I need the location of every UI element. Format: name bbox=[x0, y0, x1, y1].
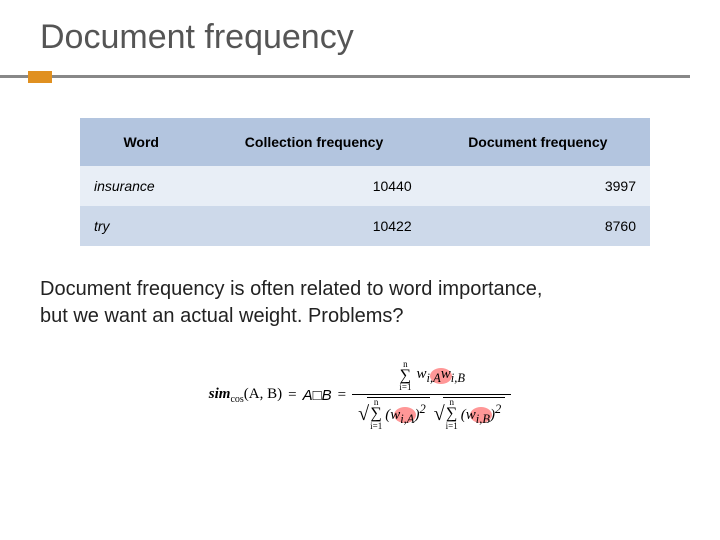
sigma-icon: n ∑ i=1 bbox=[399, 360, 411, 392]
table-row: insurance 10440 3997 bbox=[80, 166, 650, 206]
sim-args: (A, B) bbox=[244, 386, 282, 402]
den-right-term: (wi,B)2 bbox=[461, 402, 501, 427]
equals-2: = bbox=[338, 387, 346, 404]
den-left-term: (wi,A)2 bbox=[385, 402, 425, 427]
cell-df: 8760 bbox=[426, 206, 650, 246]
table-row: try 10422 8760 bbox=[80, 206, 650, 246]
cell-word: insurance bbox=[80, 166, 202, 206]
sigma-symbol: ∑ bbox=[446, 407, 457, 421]
col-header-cf: Collection frequency bbox=[202, 118, 425, 166]
equals-1: = bbox=[288, 387, 296, 404]
sigma-bot: i=1 bbox=[399, 383, 411, 392]
cell-cf: 10440 bbox=[202, 166, 425, 206]
sigma-symbol: ∑ bbox=[400, 369, 411, 383]
sqrt-left: n ∑ i=1 (wi,A)2 bbox=[358, 397, 430, 430]
frequency-table-wrap: Word Collection frequency Document frequ… bbox=[80, 118, 650, 246]
fraction: n ∑ i=1 wi,Awi,B n ∑ i=1 (wi,A)2 bbox=[352, 358, 511, 433]
sqrt-right: n ∑ i=1 (wi,B)2 bbox=[434, 397, 506, 430]
table-header-row: Word Collection frequency Document frequ… bbox=[80, 118, 650, 166]
sim-label: sim bbox=[209, 386, 231, 402]
a-dot-b: A□B bbox=[303, 387, 332, 404]
accent-box bbox=[28, 71, 52, 83]
numerator-term: wi,Awi,B bbox=[416, 366, 465, 386]
cell-word: try bbox=[80, 206, 202, 246]
cell-cf: 10422 bbox=[202, 206, 425, 246]
col-header-word: Word bbox=[80, 118, 202, 166]
body-line-2b: Problems? bbox=[308, 305, 404, 327]
body-line-1: Document frequency is often related to w… bbox=[40, 278, 542, 300]
cell-df: 3997 bbox=[426, 166, 650, 206]
cosine-similarity-formula: simcos(A, B) = A□B = n ∑ i=1 wi,Awi,B n bbox=[209, 358, 511, 433]
sigma-bot: i=1 bbox=[446, 422, 458, 431]
sigma-icon: n ∑ i=1 bbox=[446, 398, 458, 430]
col-header-df: Document frequency bbox=[426, 118, 650, 166]
sim-sub: cos bbox=[230, 394, 243, 405]
fraction-denominator: n ∑ i=1 (wi,A)2 n ∑ i=1 (wi bbox=[352, 395, 511, 432]
body-line-2a: but we want an actual weight. bbox=[40, 305, 308, 327]
body-paragraph: Document frequency is often related to w… bbox=[40, 276, 680, 330]
sigma-bot: i=1 bbox=[370, 422, 382, 431]
page-title: Document frequency bbox=[0, 0, 720, 65]
formula-container: simcos(A, B) = A□B = n ∑ i=1 wi,Awi,B n bbox=[0, 358, 720, 433]
title-underline bbox=[0, 75, 690, 78]
sigma-symbol: ∑ bbox=[370, 407, 381, 421]
formula-lhs: simcos(A, B) bbox=[209, 386, 282, 405]
frequency-table: Word Collection frequency Document frequ… bbox=[80, 118, 650, 246]
fraction-numerator: n ∑ i=1 wi,Awi,B bbox=[392, 358, 471, 394]
sigma-icon: n ∑ i=1 bbox=[370, 398, 382, 430]
